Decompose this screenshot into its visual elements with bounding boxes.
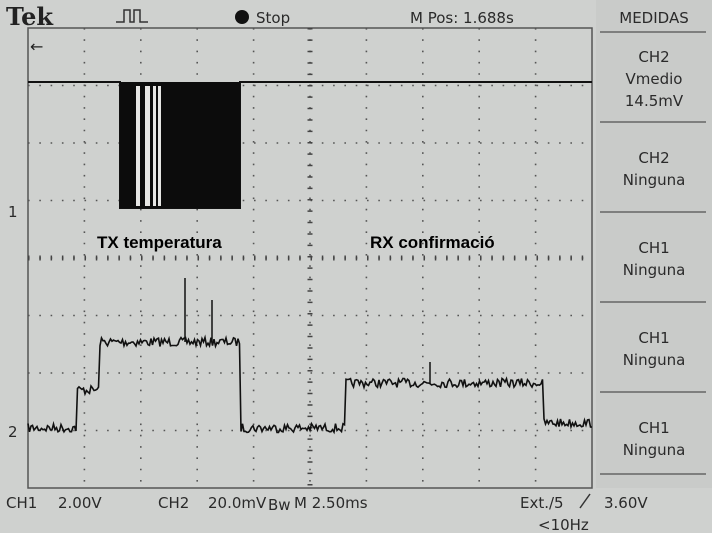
- menu-item-channel: CH1: [638, 239, 669, 257]
- trigger-position-arrow: ←: [30, 37, 43, 56]
- timebase: M 2.50ms: [294, 494, 368, 512]
- ch1-burst-gap: [158, 86, 161, 206]
- menu-item-label: Ninguna: [623, 261, 686, 279]
- status: Stop: [256, 9, 290, 27]
- channel-marker: 2: [8, 423, 18, 441]
- frequency: <10Hz: [538, 516, 589, 533]
- ch2-trace: [27, 334, 593, 435]
- acquisition-icon: [116, 9, 148, 23]
- bandwidth-limit: Bw: [268, 496, 291, 514]
- menu-items: CH2 Vmedio 14.5mV CH2 Ninguna CH1 Ninguna CH1 Ni…: [600, 31, 706, 475]
- menu-item-channel: CH1: [638, 329, 669, 347]
- position: M Pos: 1.688s: [410, 9, 514, 27]
- menu-item-label: Ninguna: [623, 441, 686, 459]
- menu-item-label: Vmedio: [626, 70, 683, 88]
- ch1-burst-gap: [153, 86, 156, 206]
- ch1-label: CH1: [6, 494, 37, 512]
- ch1-burst-gap: [136, 86, 140, 206]
- ch2-scale: 20.0mV: [208, 494, 267, 512]
- ch1-burst-gap: [145, 86, 150, 206]
- menu-item-label: Ninguna: [623, 171, 686, 189]
- trigger-source: Ext./5: [520, 494, 564, 512]
- stop-icon: [235, 10, 249, 24]
- menu-panel: [596, 0, 712, 488]
- annotation: TX temperatura: [97, 233, 222, 252]
- ch2-label: CH2: [158, 494, 189, 512]
- trigger-slope: [579, 493, 591, 509]
- waveforms: [27, 81, 593, 435]
- annotation: RX confirmació: [370, 233, 495, 252]
- trigger-level: 3.60V: [604, 494, 648, 512]
- menu-item-channel: CH2: [638, 48, 669, 66]
- menu-item-value: 14.5mV: [625, 92, 684, 110]
- menu-item-label: Ninguna: [623, 351, 686, 369]
- channel-marker: 1: [8, 203, 18, 221]
- menu-title: MEDIDAS: [619, 9, 688, 27]
- brand: Tek: [6, 2, 54, 31]
- menu-item-channel: CH2: [638, 149, 669, 167]
- menu-item-channel: CH1: [638, 419, 669, 437]
- ch1-scale: 2.00V: [58, 494, 102, 512]
